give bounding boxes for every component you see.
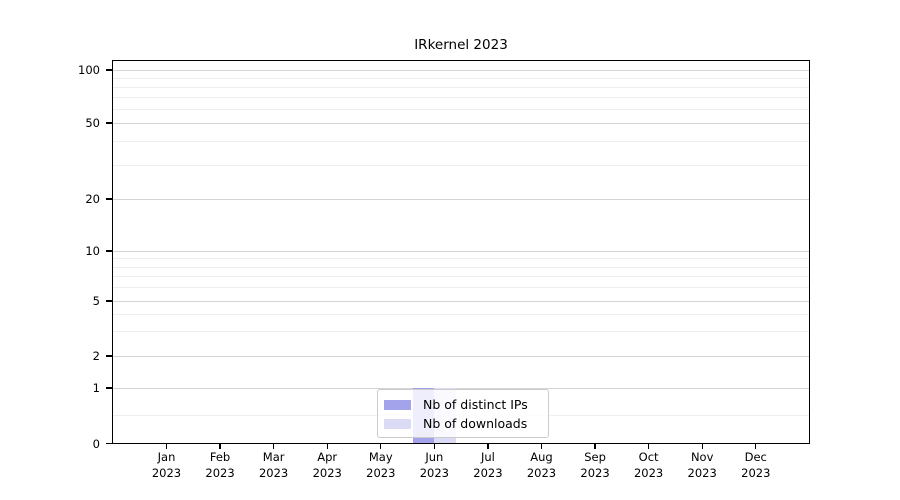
x-axis-tick-label: Mar 2023 (242, 450, 306, 481)
y-axis-tick-label: 1 (92, 381, 100, 395)
x-axis-tick-label: Sep 2023 (563, 450, 627, 481)
x-axis-tick-label-line: 2023 (687, 465, 717, 480)
y-major-gridline (113, 355, 809, 357)
y-minor-gridline (113, 287, 809, 289)
x-axis-tick-label: May 2023 (349, 450, 413, 481)
x-axis-tick-label-line: 2023 (419, 465, 449, 480)
x-axis-tick (165, 444, 168, 449)
x-axis-tick-label-line: Jun (425, 450, 444, 464)
y-major-gridline (113, 69, 809, 71)
y-axis-tick-label: 0 (92, 436, 100, 451)
x-axis-tick-label: Nov 2023 (670, 450, 734, 481)
legend: Nb of distinct IPs Nb of downloads (377, 389, 549, 438)
y-axis-tick-label: 2 (92, 349, 100, 363)
y-minor-gridline (113, 258, 809, 260)
y-axis-tick-label: 10 (85, 244, 100, 258)
x-axis-tick (755, 444, 757, 449)
y-axis-tick-label: 100 (78, 63, 100, 77)
y-axis-tick-label: 50 (85, 116, 100, 130)
x-axis-tick-label: Aug 2023 (509, 450, 573, 481)
x-axis-tick-label-line: Mar (262, 450, 285, 464)
y-minor-gridline (113, 276, 809, 278)
x-axis-tick-label: Feb 2023 (188, 450, 252, 481)
x-axis-tick-label-line: 2023 (526, 465, 557, 480)
x-axis-tick-label: Jan 2023 (135, 450, 199, 481)
x-axis-tick-label-line: 2023 (473, 465, 503, 480)
x-axis-tick-label-line: 2023 (580, 465, 610, 480)
y-axis-tick (106, 387, 112, 389)
x-axis-tick (433, 444, 435, 449)
x-axis-tick (540, 444, 543, 449)
y-minor-gridline (113, 96, 809, 98)
x-axis-tick-label-line: Apr (317, 450, 338, 464)
y-axis-tick (106, 198, 112, 200)
y-major-gridline (113, 387, 809, 389)
legend-label: Nb of distinct IPs (423, 397, 528, 412)
y-minor-gridline (113, 86, 809, 88)
y-minor-gridline (113, 266, 809, 268)
x-axis-tick-label-line: Feb (209, 450, 231, 464)
x-axis-tick-label-line: 2023 (741, 465, 771, 480)
y-axis-tick (106, 122, 112, 124)
x-axis-tick (648, 444, 650, 449)
legend-item-downloads: Nb of downloads (384, 414, 540, 433)
y-axis-tick (106, 69, 112, 71)
x-axis-tick-label: Jul 2023 (456, 450, 520, 481)
x-axis-tick-label: Jun 2023 (402, 450, 466, 481)
x-axis-tick-label-line: 2023 (633, 465, 664, 480)
x-axis-tick (380, 444, 382, 449)
x-axis-tick-label-line: Sep (584, 450, 606, 464)
y-minor-gridline (113, 313, 809, 315)
x-axis-tick (219, 444, 221, 449)
y-axis-tick-label: 20 (85, 192, 100, 206)
x-axis-tick-label: Oct 2023 (617, 450, 681, 481)
y-minor-gridline (113, 108, 809, 110)
y-axis-tick (106, 442, 112, 445)
y-major-gridline (113, 300, 809, 302)
x-axis-tick-label-line: Jul (480, 450, 495, 464)
x-axis-tick-label-line: Oct (638, 450, 659, 464)
x-axis-tick-label-line: Dec (744, 450, 767, 464)
chart-title: IRkernel 2023 (414, 37, 508, 53)
legend-item-distinct-ips: Nb of distinct IPs (384, 395, 540, 414)
legend-swatch-distinct-ips-icon (384, 399, 411, 410)
x-axis-tick-label-line: Nov (690, 450, 714, 464)
x-axis-tick (594, 444, 596, 449)
y-axis-tick-label: 5 (92, 294, 100, 308)
y-minor-gridline (113, 141, 809, 142)
y-minor-gridline (113, 77, 809, 79)
x-axis-tick-label: Apr 2023 (295, 450, 359, 481)
x-axis-tick-label-line: Jan (157, 450, 176, 464)
x-axis-tick-label: Dec 2023 (724, 450, 788, 481)
x-axis-tick (273, 444, 275, 449)
x-axis-tick-label-line: 2023 (151, 465, 182, 480)
x-axis-tick-label-line: May (368, 450, 393, 464)
y-axis-tick (106, 250, 112, 252)
plot-frame (112, 60, 810, 444)
y-minor-gridline (113, 164, 809, 166)
y-axis-tick (106, 355, 112, 357)
x-axis-tick (487, 444, 489, 449)
x-axis-tick-label-line: Aug (530, 450, 553, 464)
x-axis-tick-label-line: 2023 (366, 465, 396, 480)
y-major-gridline (113, 198, 809, 200)
x-axis-tick (326, 444, 328, 449)
x-axis-tick-label-line: 2023 (258, 465, 289, 480)
y-major-gridline (113, 250, 809, 252)
y-major-gridline (113, 122, 809, 124)
x-axis-tick-label-line: 2023 (312, 465, 342, 480)
x-axis-tick-label-line: 2023 (205, 465, 235, 480)
y-axis-tick (106, 300, 112, 302)
legend-swatch-downloads-icon (384, 418, 411, 429)
x-axis-tick (701, 444, 703, 449)
y-minor-gridline (113, 331, 809, 333)
legend-label: Nb of downloads (423, 416, 528, 431)
